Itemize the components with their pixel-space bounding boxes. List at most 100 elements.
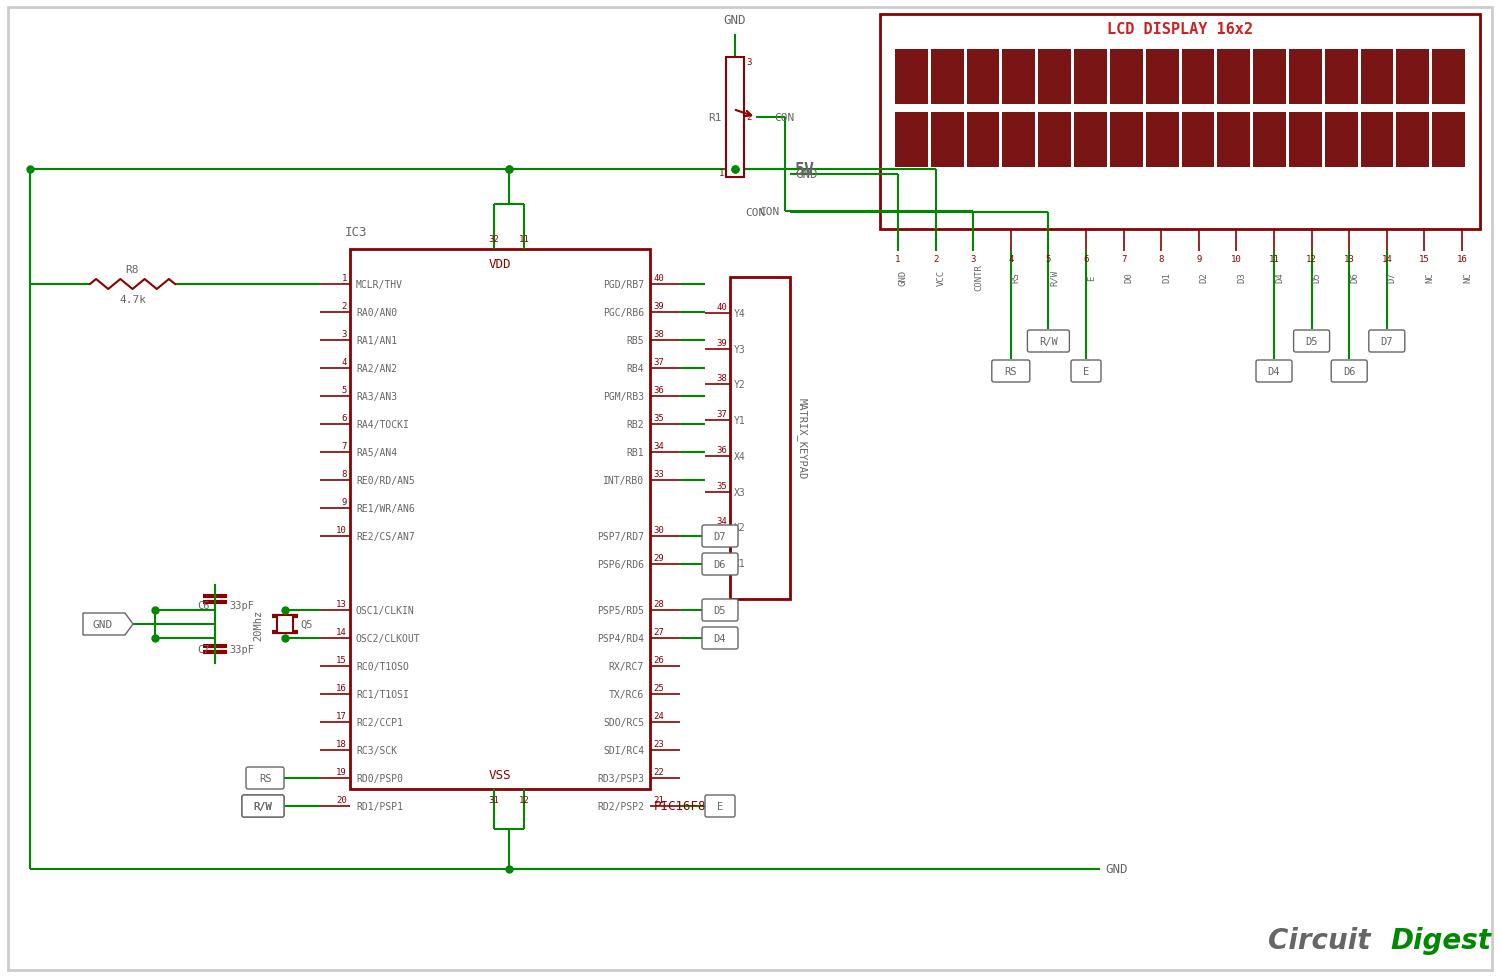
Bar bbox=[966, 112, 999, 168]
Bar bbox=[726, 58, 744, 178]
Text: D5: D5 bbox=[1312, 272, 1322, 283]
Text: 23: 23 bbox=[652, 739, 663, 748]
Text: RS: RS bbox=[258, 774, 272, 783]
Text: D4: D4 bbox=[714, 634, 726, 644]
Text: 33: 33 bbox=[652, 469, 663, 478]
Text: Y4: Y4 bbox=[734, 308, 746, 319]
FancyBboxPatch shape bbox=[702, 554, 738, 575]
Text: RC1/T1OSI: RC1/T1OSI bbox=[356, 689, 410, 699]
Bar bbox=[1146, 112, 1179, 168]
Text: 26: 26 bbox=[652, 655, 663, 664]
FancyBboxPatch shape bbox=[1293, 331, 1329, 353]
Text: RE1/WR/AN6: RE1/WR/AN6 bbox=[356, 504, 414, 513]
Text: D5: D5 bbox=[1305, 336, 1318, 346]
Text: 30: 30 bbox=[652, 525, 663, 534]
Text: 33pF: 33pF bbox=[230, 600, 254, 610]
Text: RD1/PSP1: RD1/PSP1 bbox=[356, 801, 404, 811]
Text: RB1: RB1 bbox=[627, 448, 644, 458]
FancyBboxPatch shape bbox=[705, 795, 735, 818]
Text: Digest: Digest bbox=[1390, 926, 1491, 954]
FancyBboxPatch shape bbox=[992, 361, 1030, 382]
Text: RC2/CCP1: RC2/CCP1 bbox=[356, 717, 404, 728]
Text: X3: X3 bbox=[734, 487, 746, 497]
Text: RA3/AN3: RA3/AN3 bbox=[356, 391, 398, 402]
Text: RS: RS bbox=[1005, 367, 1017, 377]
Text: C7: C7 bbox=[198, 645, 210, 654]
Text: RD0/PSP0: RD0/PSP0 bbox=[356, 774, 404, 783]
Text: D7: D7 bbox=[714, 531, 726, 542]
Text: GND: GND bbox=[93, 619, 112, 630]
Text: PSP6/RD6: PSP6/RD6 bbox=[597, 559, 644, 569]
Text: 35: 35 bbox=[717, 481, 728, 490]
Text: D7: D7 bbox=[1380, 336, 1394, 346]
Bar bbox=[1110, 50, 1143, 105]
Text: D2: D2 bbox=[1200, 272, 1209, 283]
Text: Y3: Y3 bbox=[734, 344, 746, 354]
Bar bbox=[896, 50, 928, 105]
Text: MCLR/THV: MCLR/THV bbox=[356, 280, 404, 289]
Text: R8: R8 bbox=[126, 265, 140, 275]
Text: RD3/PSP3: RD3/PSP3 bbox=[597, 774, 644, 783]
Bar bbox=[1002, 50, 1035, 105]
Text: R1: R1 bbox=[708, 112, 722, 123]
Text: 33: 33 bbox=[717, 553, 728, 561]
Text: 21: 21 bbox=[652, 795, 663, 804]
Text: 34: 34 bbox=[652, 441, 663, 451]
Text: OSC1/CLKIN: OSC1/CLKIN bbox=[356, 605, 414, 615]
Text: 19: 19 bbox=[336, 767, 346, 777]
Bar bbox=[1218, 112, 1249, 168]
Text: C6: C6 bbox=[198, 600, 210, 610]
Text: 1: 1 bbox=[718, 169, 724, 178]
Text: 14: 14 bbox=[1382, 254, 1392, 264]
Text: 16: 16 bbox=[1456, 254, 1467, 264]
Text: CON: CON bbox=[759, 206, 780, 217]
Bar bbox=[1002, 112, 1035, 168]
Text: 4.7k: 4.7k bbox=[118, 294, 146, 305]
Text: 20Mhz: 20Mhz bbox=[254, 608, 262, 640]
Text: 10: 10 bbox=[1232, 254, 1242, 264]
Text: 15: 15 bbox=[336, 655, 346, 664]
Text: 5: 5 bbox=[1046, 254, 1052, 264]
Text: 14: 14 bbox=[336, 627, 346, 637]
Text: 31: 31 bbox=[489, 795, 500, 804]
Text: RB4: RB4 bbox=[627, 364, 644, 374]
Text: R/W: R/W bbox=[1040, 336, 1058, 346]
Text: 18: 18 bbox=[336, 739, 346, 748]
Text: R/W: R/W bbox=[1050, 270, 1059, 286]
Text: 16: 16 bbox=[336, 684, 346, 692]
Text: RA5/AN4: RA5/AN4 bbox=[356, 448, 398, 458]
Text: 5V: 5V bbox=[795, 160, 814, 179]
Text: 13: 13 bbox=[1344, 254, 1354, 264]
Text: IC3: IC3 bbox=[345, 225, 368, 239]
Text: 38: 38 bbox=[717, 374, 728, 383]
Text: 17: 17 bbox=[336, 711, 346, 720]
Text: Circuit: Circuit bbox=[1268, 926, 1371, 954]
Text: RA2/AN2: RA2/AN2 bbox=[356, 364, 398, 374]
FancyBboxPatch shape bbox=[702, 627, 738, 649]
Text: 36: 36 bbox=[652, 385, 663, 394]
FancyBboxPatch shape bbox=[242, 795, 284, 818]
Text: 38: 38 bbox=[652, 330, 663, 338]
Text: 34: 34 bbox=[717, 517, 728, 526]
Text: 3: 3 bbox=[970, 254, 976, 264]
Bar bbox=[1324, 112, 1358, 168]
Bar bbox=[1396, 112, 1429, 168]
Text: SDI/RC4: SDI/RC4 bbox=[603, 745, 644, 755]
Text: 27: 27 bbox=[652, 627, 663, 637]
Text: E: E bbox=[1083, 367, 1089, 377]
Text: RA4/TOCKI: RA4/TOCKI bbox=[356, 420, 410, 429]
Text: NC: NC bbox=[1425, 272, 1434, 283]
Text: 36: 36 bbox=[717, 445, 728, 455]
Bar bbox=[730, 278, 790, 600]
Text: PSP7/RD7: PSP7/RD7 bbox=[597, 531, 644, 542]
Text: 22: 22 bbox=[652, 767, 663, 777]
Text: RS: RS bbox=[1013, 272, 1022, 283]
Text: 6: 6 bbox=[342, 414, 346, 422]
Text: 12: 12 bbox=[519, 795, 530, 804]
Bar bbox=[1252, 50, 1286, 105]
Bar bbox=[1038, 50, 1071, 105]
Text: VDD: VDD bbox=[489, 257, 512, 270]
Bar bbox=[1074, 50, 1107, 105]
Text: LCD DISPLAY 16x2: LCD DISPLAY 16x2 bbox=[1107, 22, 1252, 36]
Text: D6: D6 bbox=[1342, 367, 1356, 377]
